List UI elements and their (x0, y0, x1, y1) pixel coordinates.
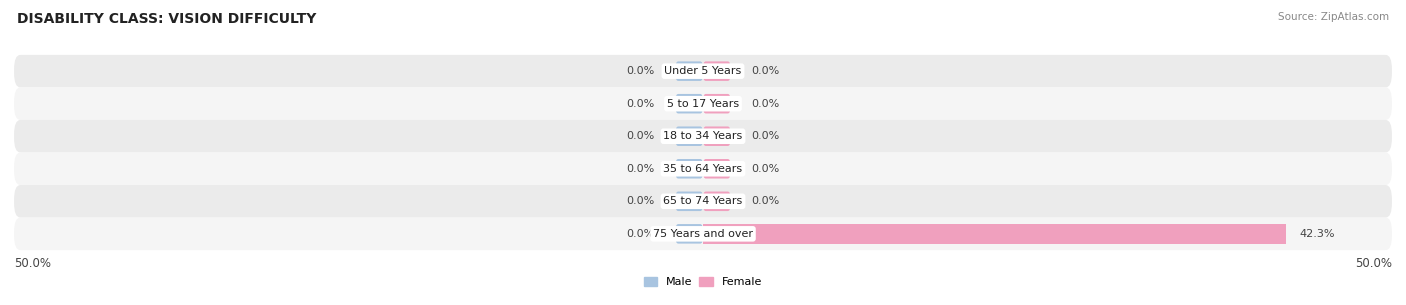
FancyBboxPatch shape (14, 217, 1392, 250)
FancyBboxPatch shape (14, 88, 1392, 120)
Text: 18 to 34 Years: 18 to 34 Years (664, 131, 742, 141)
Text: 5 to 17 Years: 5 to 17 Years (666, 99, 740, 109)
Text: DISABILITY CLASS: VISION DIFFICULTY: DISABILITY CLASS: VISION DIFFICULTY (17, 12, 316, 26)
Text: 35 to 64 Years: 35 to 64 Years (664, 164, 742, 174)
Text: 0.0%: 0.0% (627, 196, 655, 206)
FancyBboxPatch shape (14, 120, 1392, 152)
Text: 0.0%: 0.0% (751, 66, 779, 76)
Text: 0.0%: 0.0% (751, 131, 779, 141)
Text: 0.0%: 0.0% (627, 131, 655, 141)
FancyBboxPatch shape (675, 159, 703, 178)
Text: 65 to 74 Years: 65 to 74 Years (664, 196, 742, 206)
FancyBboxPatch shape (675, 224, 703, 244)
FancyBboxPatch shape (675, 94, 703, 113)
Text: 0.0%: 0.0% (627, 99, 655, 109)
Text: 0.0%: 0.0% (751, 164, 779, 174)
FancyBboxPatch shape (675, 192, 703, 211)
FancyBboxPatch shape (703, 94, 731, 113)
Bar (703, 224, 1286, 244)
Text: 0.0%: 0.0% (627, 229, 655, 239)
FancyBboxPatch shape (14, 185, 1392, 217)
FancyBboxPatch shape (14, 152, 1392, 185)
Text: 0.0%: 0.0% (627, 164, 655, 174)
Text: 0.0%: 0.0% (751, 99, 779, 109)
FancyBboxPatch shape (703, 159, 731, 178)
Text: 50.0%: 50.0% (1355, 257, 1392, 270)
Text: 0.0%: 0.0% (627, 66, 655, 76)
Text: Source: ZipAtlas.com: Source: ZipAtlas.com (1278, 12, 1389, 22)
Legend: Male, Female: Male, Female (644, 277, 762, 288)
FancyBboxPatch shape (14, 55, 1392, 88)
FancyBboxPatch shape (675, 127, 703, 146)
Text: 75 Years and over: 75 Years and over (652, 229, 754, 239)
FancyBboxPatch shape (703, 192, 731, 211)
Text: 42.3%: 42.3% (1299, 229, 1336, 239)
Text: 50.0%: 50.0% (14, 257, 51, 270)
FancyBboxPatch shape (675, 61, 703, 81)
Text: 0.0%: 0.0% (751, 196, 779, 206)
FancyBboxPatch shape (703, 61, 731, 81)
FancyBboxPatch shape (703, 127, 731, 146)
Text: Under 5 Years: Under 5 Years (665, 66, 741, 76)
